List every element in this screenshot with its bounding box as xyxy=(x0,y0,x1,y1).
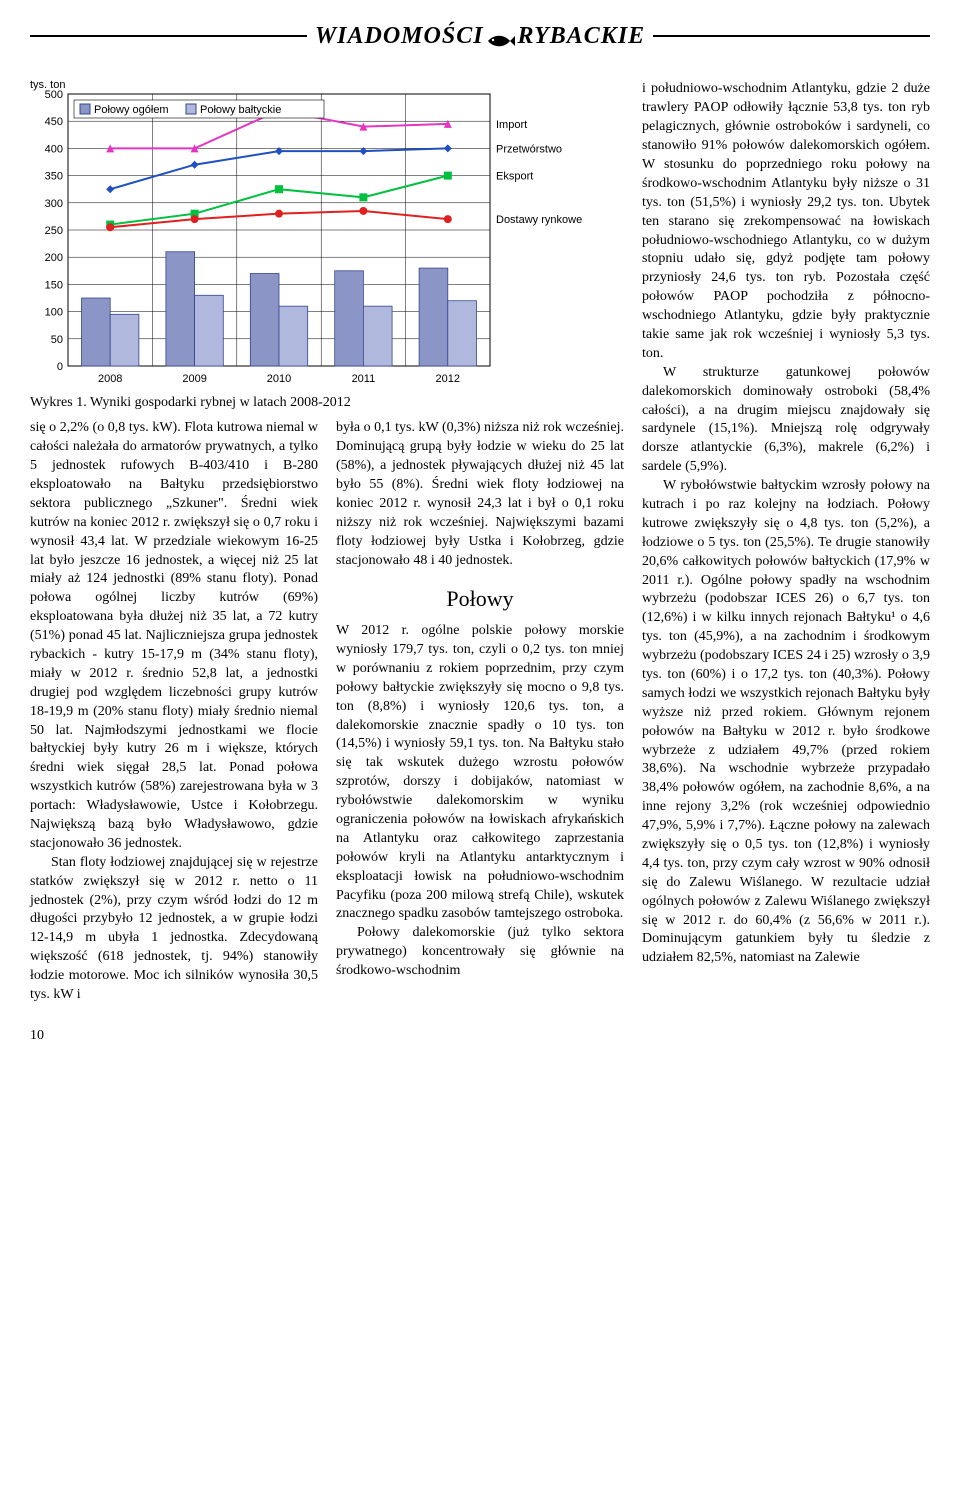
rule-left xyxy=(30,35,307,37)
column-left: się o 2,2% (o 0,8 tys. kW). Flota kutrow… xyxy=(30,419,318,1005)
rule-right xyxy=(653,35,930,37)
fish-icon xyxy=(486,27,516,45)
chart-caption: Wykres 1. Wyniki gospodarki rybnej w lat… xyxy=(30,394,624,413)
masthead: WIADOMOŚCI RYBACKIE xyxy=(30,20,930,52)
svg-text:450: 450 xyxy=(45,117,63,129)
svg-text:50: 50 xyxy=(51,334,63,346)
section-title-polowy: Połowy xyxy=(336,584,624,614)
chart-figure: tys. ton 050100150200250300350400450500I… xyxy=(30,80,624,413)
left-para-2: Stan floty łodziowej znajdującej się w r… xyxy=(30,854,318,1005)
svg-text:100: 100 xyxy=(45,307,63,319)
column-right: i południowo-wschodnim Atlantyku, gdzie … xyxy=(642,80,930,1005)
svg-text:2009: 2009 xyxy=(182,373,206,385)
right-para-1: i południowo-wschodnim Atlantyku, gdzie … xyxy=(642,80,930,363)
svg-text:350: 350 xyxy=(45,171,63,183)
page-number: 10 xyxy=(30,1027,930,1046)
chart-ylabel: tys. ton xyxy=(30,78,65,93)
masthead-left: WIADOMOŚCI xyxy=(315,20,484,52)
left-para-1: się o 2,2% (o 0,8 tys. kW). Flota kutrow… xyxy=(30,419,318,853)
svg-text:300: 300 xyxy=(45,198,63,210)
svg-text:Dostawy rynkowe: Dostawy rynkowe xyxy=(496,215,582,227)
masthead-right: RYBACKIE xyxy=(518,20,646,52)
svg-text:150: 150 xyxy=(45,280,63,292)
column-mid: była o 0,1 tys. kW (0,3%) niższa niż rok… xyxy=(336,419,624,1005)
svg-text:200: 200 xyxy=(45,253,63,265)
svg-text:Połowy bałtyckie: Połowy bałtyckie xyxy=(200,104,281,116)
mid-para-1: była o 0,1 tys. kW (0,3%) niższa niż rok… xyxy=(336,419,624,570)
right-para-3: W rybołówstwie bałtyckim wzrosły połowy … xyxy=(642,477,930,968)
svg-text:2011: 2011 xyxy=(352,373,376,385)
svg-text:Połowy ogółem: Połowy ogółem xyxy=(94,104,169,116)
svg-text:Import: Import xyxy=(496,119,527,131)
svg-text:0: 0 xyxy=(57,361,63,373)
chart-svg: 050100150200250300350400450500ImportPrze… xyxy=(30,80,590,390)
mid-para-3: Połowy dalekomorskie (już tylko sektora … xyxy=(336,924,624,981)
mid-para-2: W 2012 r. ogólne polskie połowy morskie … xyxy=(336,622,624,924)
svg-text:250: 250 xyxy=(45,225,63,237)
masthead-title: WIADOMOŚCI RYBACKIE xyxy=(307,20,653,52)
svg-text:Przetwórstwo: Przetwórstwo xyxy=(496,144,562,156)
svg-text:Eksport: Eksport xyxy=(496,171,533,183)
svg-text:2012: 2012 xyxy=(436,373,460,385)
svg-text:2008: 2008 xyxy=(98,373,122,385)
svg-text:400: 400 xyxy=(45,144,63,156)
right-para-2: W strukturze gatunkowej połowów dalekomo… xyxy=(642,364,930,477)
svg-text:2010: 2010 xyxy=(267,373,291,385)
